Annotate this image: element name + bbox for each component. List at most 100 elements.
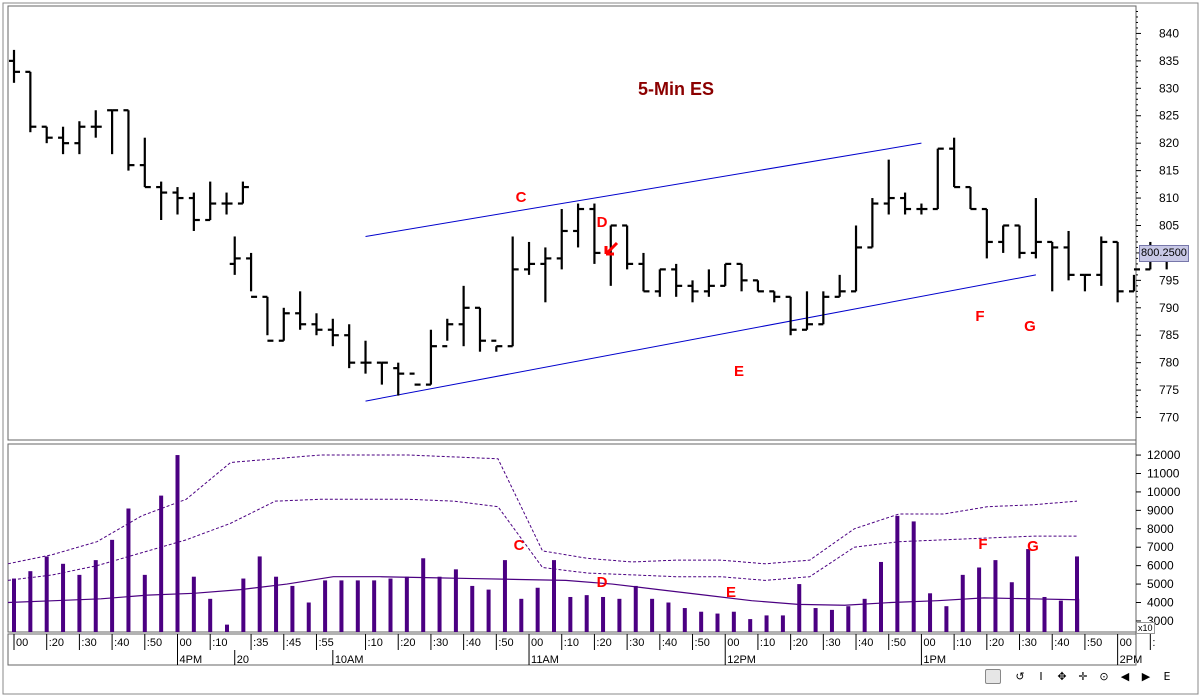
time-minor-label: :35 [253,637,268,649]
price-tick-label: 805 [1159,218,1179,232]
price-bar [229,236,241,275]
price-bar [671,263,683,297]
volume-bar [617,598,622,632]
scrollbar-thumb[interactable] [985,668,1001,684]
volume-bar [1075,560,1079,632]
time-axis-frame [7,633,1137,666]
volume-bar [388,578,393,632]
price-annotation-d: D [597,214,608,231]
time-minor-label: :50 [147,637,162,649]
volume-tick-label: 8000 [1147,522,1174,536]
volume-bar [208,598,213,632]
volume-moving-average-line [7,576,1078,606]
price-tick-label: 775 [1159,383,1179,397]
volume-bar [1058,600,1063,632]
price-bar [638,252,650,293]
price-tick-label: 820 [1159,136,1179,150]
volume-bar [1075,602,1079,632]
time-minor-label: :50 [1087,637,1102,649]
price-bar [507,236,519,348]
volume-annotation-d: D [597,574,608,591]
red-arrow-icon [604,241,619,256]
price-bar [9,49,20,83]
crosshair-icon[interactable]: ✛ [1078,669,1088,683]
price-tick-label: 830 [1159,81,1179,95]
volume-bar [404,576,409,632]
volume-bar [225,624,229,632]
volume-bar [1042,596,1047,632]
last-price-label: 800.2500 [1139,245,1189,262]
time-minor-label: :10 [956,637,971,649]
time-minor-label: :20 [989,637,1004,649]
price-bar [74,121,86,155]
price-bar [965,185,977,211]
time-minor-label: :30 [433,637,448,649]
volume-bar [535,587,540,632]
volume-bar [764,615,769,632]
sync-icon[interactable]: ↺ [1015,669,1025,683]
price-bar [687,280,699,303]
volume-tick-label: 9000 [1147,503,1174,517]
time-minor-label: :10 [760,637,775,649]
time-minor-label: 00 [727,637,739,649]
volume-bar [44,556,49,632]
volume-bar [748,619,753,632]
volume-bar [77,574,82,632]
arrow-right-icon[interactable]: ▶ [1141,669,1151,683]
volume-bar [813,608,818,632]
arrow-left-icon[interactable]: ◀ [1120,669,1130,683]
price-bar [246,252,258,298]
volume-bar [960,574,965,632]
price-bar [311,313,323,336]
price-bar [188,192,200,231]
price-panel: C D E F G [9,49,1173,402]
price-bar [654,268,666,297]
price-bar [867,198,879,249]
volume-tick-label: 4000 [1147,596,1174,610]
pan-icon[interactable]: ✥ [1057,669,1067,683]
time-minor-label: :40 [1054,637,1069,649]
price-tick-label: 780 [1159,356,1179,370]
volume-bar [453,569,458,632]
price-bar [107,109,119,155]
volume-tick-label: 10000 [1147,485,1181,499]
price-bar [949,137,961,189]
volume-tick-label: 5000 [1147,577,1174,591]
volume-bar [601,596,606,632]
menu-icon[interactable]: E [1163,669,1171,683]
price-tick-label: 835 [1159,54,1179,68]
time-minor-label: 00 [180,637,192,649]
text-cursor-icon[interactable]: I [1039,669,1043,683]
time-major-label: 12PM [727,654,756,666]
volume-bar [846,606,851,632]
price-bar [785,295,797,336]
time-minor-label: :30 [1022,637,1037,649]
volume-bar [323,580,328,632]
volume-bar [780,615,785,632]
price-tick-label: 790 [1159,301,1179,315]
time-minor-label: :30 [825,637,840,649]
volume-bar [159,495,164,632]
time-major-label: 2PM [1120,654,1143,666]
circle-icon[interactable]: ⊙ [1099,669,1109,683]
time-minor-label: :50 [891,637,906,649]
price-bar [916,203,928,215]
price-bar [90,110,102,138]
price-bar [622,224,634,270]
price-bar [1096,236,1108,286]
volume-bar [339,580,344,632]
price-bar [720,262,732,287]
time-minor-label: :30 [629,637,644,649]
time-minor-label: :20 [49,637,64,649]
price-bar [58,126,70,155]
volume-bar [372,580,377,632]
price-tick-label: 810 [1159,191,1179,205]
price-bar [573,203,585,248]
channel-upper-line [365,142,922,237]
volume-bar [421,558,426,632]
price-bar [801,291,813,331]
price-tick-label: 795 [1159,273,1179,287]
